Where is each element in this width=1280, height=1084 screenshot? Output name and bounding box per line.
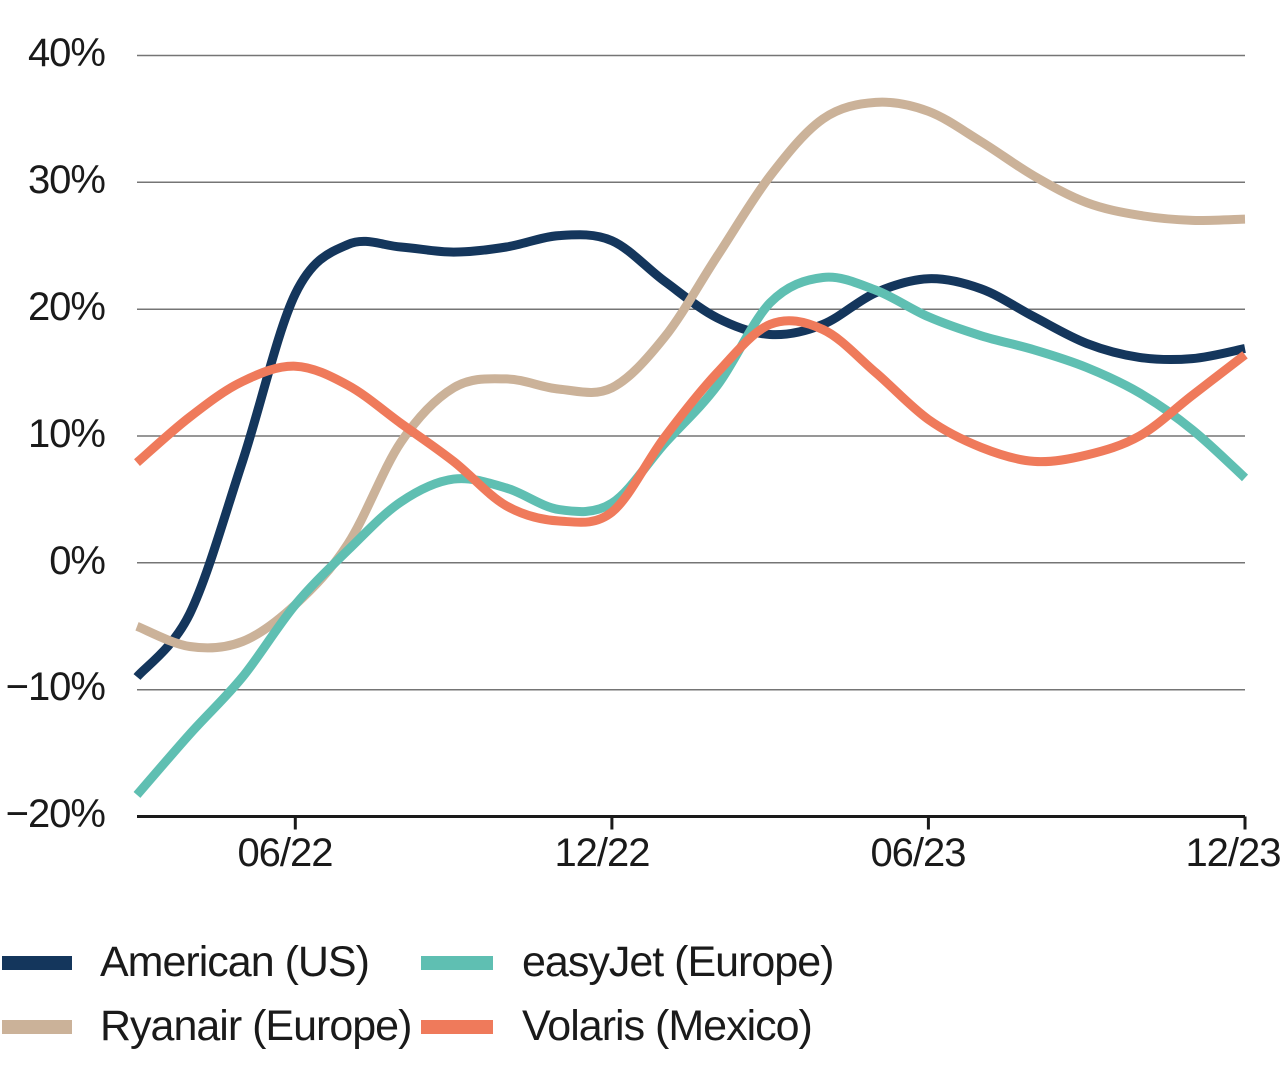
- legend-item-american: American (US): [2, 938, 370, 986]
- series-lines: [133, 97, 1249, 798]
- y-tick-label-20: 20%: [28, 285, 105, 329]
- legend-swatch-volaris: [421, 1020, 493, 1034]
- y-tick-label-40: 40%: [28, 31, 105, 75]
- legend-swatch-ryanair: [2, 1020, 72, 1034]
- series-line-volaris-mexico: [134, 316, 1248, 527]
- legend-label-ryanair: Ryanair (Europe): [100, 1002, 411, 1050]
- legend-label-easyjet: easyJet (Europe): [522, 938, 833, 986]
- series-line-american-us: [133, 230, 1246, 681]
- legend-item-ryanair: Ryanair (Europe): [2, 1002, 412, 1050]
- y-tick-label-10: 10%: [28, 412, 105, 456]
- legend-label-volaris: Volaris (Mexico): [522, 1002, 812, 1050]
- legend-swatch-easyjet: [421, 956, 493, 970]
- x-tick-label-1223: 12/23: [1185, 831, 1280, 875]
- legend-swatch-american: [2, 956, 72, 970]
- x-axis-labels: 06/22 12/22 06/23 12/23: [237, 831, 1280, 875]
- y-axis-labels: 40% 30% 20% 10% 0% −10% −20%: [6, 31, 107, 836]
- legend: American (US) easyJet (Europe) Ryanair (…: [2, 938, 834, 1050]
- series-line-ryanair-europe: [135, 97, 1246, 653]
- legend-item-easyjet: easyJet (Europe): [421, 938, 834, 986]
- x-tick-label-0622: 06/22: [237, 831, 332, 875]
- x-tick-label-1222: 12/22: [554, 831, 649, 875]
- legend-label-american: American (US): [100, 938, 369, 986]
- gridlines: [137, 54, 1245, 818]
- legend-item-volaris: Volaris (Mexico): [421, 1002, 813, 1050]
- x-tick-marks: [293, 816, 1247, 830]
- series-line-easyjet-europe: [133, 272, 1249, 798]
- y-tick-label-neg20: −20%: [6, 792, 106, 836]
- y-tick-label-0: 0%: [49, 539, 105, 583]
- y-tick-label-30: 30%: [28, 158, 105, 202]
- y-tick-label-neg10: −10%: [6, 665, 106, 709]
- x-tick-label-0623: 06/23: [870, 831, 965, 875]
